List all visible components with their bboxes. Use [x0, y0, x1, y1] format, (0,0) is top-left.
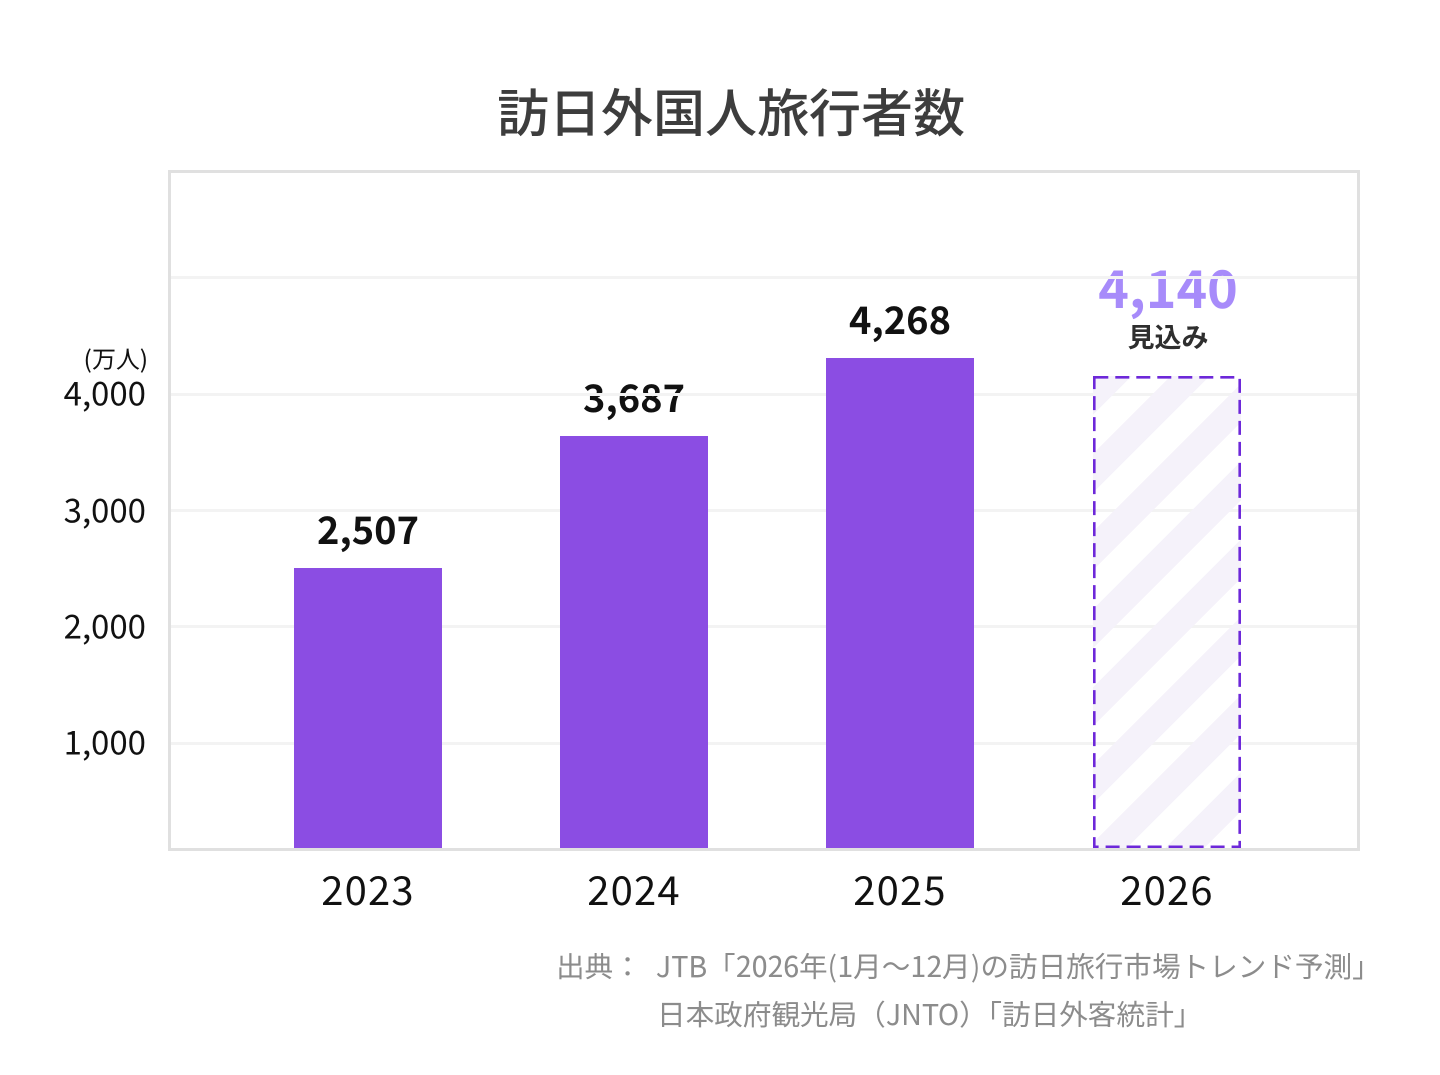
x-tick-label-2026: 2026 [1120, 859, 1214, 917]
plot-area [168, 170, 1360, 851]
x-tick-label-2024: 2024 [587, 859, 681, 917]
value-label-2026-forecast: 4,140 [1098, 248, 1238, 323]
gridline-5000 [171, 276, 1357, 280]
gridline-1000 [171, 741, 1357, 745]
y-tick-label-3000: 3,000 [63, 484, 146, 533]
value-label-2025: 4,268 [848, 290, 952, 345]
y-tick-label-2000: 2,000 [63, 600, 146, 649]
value-label-2023: 2,507 [316, 499, 420, 555]
source-text-1: JTB「2026年(1月～12月)の訪日旅行市場トレンド予測」 [655, 945, 1381, 986]
value-label-2024: 3,687 [582, 367, 686, 423]
x-tick-label-2025: 2025 [853, 859, 947, 917]
y-tick-label-1000: 1,000 [63, 716, 146, 765]
bar-2023 [294, 567, 442, 848]
gridline-2000 [171, 625, 1357, 629]
source-line-2: 日本政府観光局（JNTO）「訪日外客統計」 [657, 990, 1381, 1038]
gridline-4000 [171, 392, 1357, 396]
y-axis-unit-label: (万人) [83, 340, 148, 376]
gridline-3000 [171, 509, 1357, 513]
y-tick-label-4000: 4,000 [63, 367, 146, 416]
source-line-1: 出典： JTB「2026年(1月～12月)の訪日旅行市場トレンド予測」 [556, 942, 1381, 990]
bar-2026-forecast [1092, 375, 1241, 848]
x-tick-label-2023: 2023 [321, 859, 415, 917]
bar-2025 [826, 358, 974, 848]
chart-title: 訪日外国人旅行者数 [496, 72, 966, 147]
forecast-dashed-outline [1092, 375, 1241, 848]
bar-2024 [560, 435, 708, 848]
forecast-note-label: 見込み [1127, 316, 1209, 355]
source-prefix: 出典： [556, 945, 642, 986]
source-note: 出典： JTB「2026年(1月～12月)の訪日旅行市場トレンド予測」 日本政府観… [556, 942, 1381, 1037]
source-text-2: 日本政府観光局（JNTO）「訪日外客統計」 [657, 992, 1203, 1034]
